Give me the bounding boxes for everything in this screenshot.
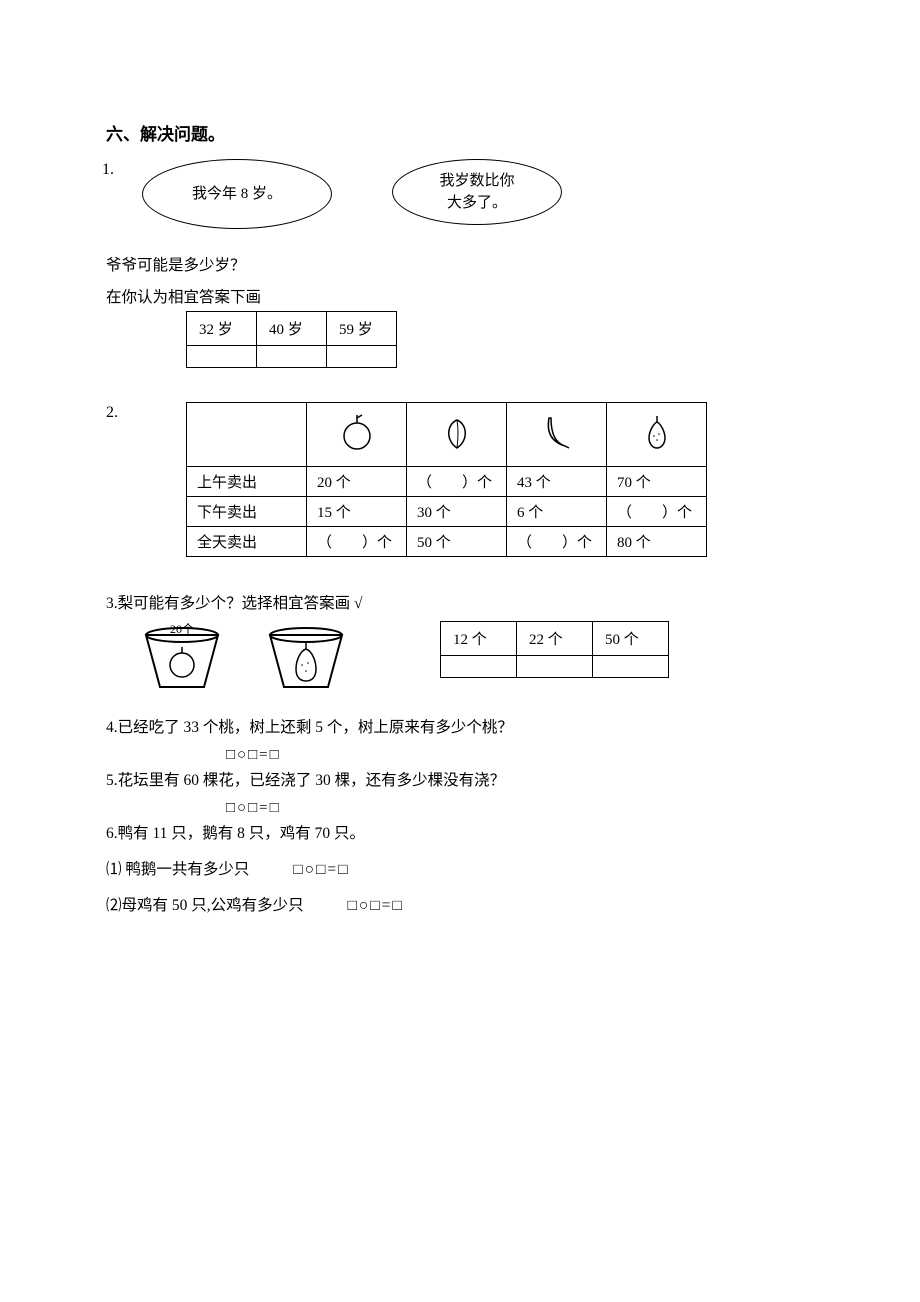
worksheet-page: 六、解决问题。 1. 我今年 8 岁。 我岁数比你 大多了。 爷爷可能是多少岁？… bbox=[0, 0, 920, 915]
banana-icon bbox=[537, 412, 577, 452]
row-afternoon-label: 下午卖出 bbox=[187, 497, 307, 527]
sales-table: 上午卖出 20 个 （ ）个 43 个 70 个 下午卖出 15 个 30 个 … bbox=[186, 402, 707, 557]
q1-prompt-1: 爷爷可能是多少岁？ bbox=[106, 253, 814, 275]
q6-sub2: ⑵母鸡有 50 只,公鸡有多少只 □○□=□ bbox=[106, 893, 814, 915]
q1-option-1: 32 岁 bbox=[187, 312, 257, 346]
bucket-pears-icon bbox=[256, 621, 356, 693]
question-1: 1. 我今年 8 岁。 我岁数比你 大多了。 bbox=[102, 159, 814, 229]
q1-number: 1. bbox=[102, 159, 122, 179]
peach-icon-cell bbox=[407, 403, 507, 467]
sales-header-blank bbox=[187, 403, 307, 467]
q3-blank-3[interactable] bbox=[593, 656, 669, 678]
q3-choice-table: 12 个 22 个 50 个 bbox=[440, 621, 669, 678]
q6-sub1-equation[interactable]: □○□=□ bbox=[293, 861, 349, 879]
banana-icon-cell bbox=[507, 403, 607, 467]
pear-icon bbox=[637, 412, 677, 452]
question-3: 3.梨可能有多少个？选择相宜答案画 √ 20个 12 个 22 个 bbox=[106, 591, 814, 693]
q2-number: 2. bbox=[106, 402, 126, 422]
row-total-label: 全天卖出 bbox=[187, 527, 307, 557]
q1-option-3: 59 岁 bbox=[327, 312, 397, 346]
bubble2-line2: 大多了。 bbox=[447, 195, 507, 211]
q3-option-3: 50 个 bbox=[593, 622, 669, 656]
section-title: 六、解决问题。 bbox=[106, 120, 814, 145]
bucket-label: 20个 bbox=[170, 622, 194, 636]
speech-bubble-child: 我今年 8 岁。 bbox=[142, 159, 332, 229]
pear-icon-cell bbox=[607, 403, 707, 467]
cell-r3c2: 50 个 bbox=[407, 527, 507, 557]
q3-blank-2[interactable] bbox=[517, 656, 593, 678]
q5-equation[interactable]: □○□=□ bbox=[226, 800, 814, 817]
q3-option-1: 12 个 bbox=[441, 622, 517, 656]
q1-blank-2[interactable] bbox=[257, 346, 327, 368]
cell-r3c1[interactable]: （ ）个 bbox=[307, 527, 407, 557]
cell-r2c4[interactable]: （ ）个 bbox=[607, 497, 707, 527]
q1-option-2: 40 岁 bbox=[257, 312, 327, 346]
cell-r2c1: 15 个 bbox=[307, 497, 407, 527]
cell-r3c3[interactable]: （ ）个 bbox=[507, 527, 607, 557]
q6-text: 6.鸭有 11 只，鹅有 8 只，鸡有 70 只。 bbox=[106, 821, 814, 843]
cell-r1c4: 70 个 bbox=[607, 467, 707, 497]
cell-r3c4: 80 个 bbox=[607, 527, 707, 557]
q1-blank-1[interactable] bbox=[187, 346, 257, 368]
question-2: 2. bbox=[106, 402, 814, 557]
q3-blank-1[interactable] bbox=[441, 656, 517, 678]
cell-r1c3: 43 个 bbox=[507, 467, 607, 497]
q6-sub1-text: ⑴ 鸭鹅一共有多少只 bbox=[106, 861, 249, 878]
q1-prompt-2: 在你认为相宜答案下画 bbox=[106, 285, 814, 307]
q6-sub2-text: ⑵母鸡有 50 只,公鸡有多少只 bbox=[106, 897, 304, 914]
q6-sub1: ⑴ 鸭鹅一共有多少只 □○□=□ bbox=[106, 857, 814, 879]
bubble2-line1: 我岁数比你 bbox=[439, 173, 514, 189]
q3-option-2: 22 个 bbox=[517, 622, 593, 656]
cell-r2c2: 30 个 bbox=[407, 497, 507, 527]
speech-bubbles: 我今年 8 岁。 我岁数比你 大多了。 bbox=[142, 159, 562, 229]
apple-icon bbox=[337, 412, 377, 452]
q6-sub2-equation[interactable]: □○□=□ bbox=[348, 897, 404, 915]
q1-blank-3[interactable] bbox=[327, 346, 397, 368]
speech-bubble-grandpa: 我岁数比你 大多了。 bbox=[392, 159, 562, 225]
cell-r1c1: 20 个 bbox=[307, 467, 407, 497]
peach-icon bbox=[437, 412, 477, 452]
q4-text: 4.已经吃了 33 个桃，树上还剩 5 个，树上原来有多少个桃？ bbox=[106, 715, 814, 737]
bucket-apples-icon: 20个 bbox=[132, 621, 232, 693]
q1-answer-table: 32 岁 40 岁 59 岁 bbox=[186, 311, 397, 368]
row-morning-label: 上午卖出 bbox=[187, 467, 307, 497]
cell-r2c3: 6 个 bbox=[507, 497, 607, 527]
q5-text: 5.花坛里有 60 棵花，已经浇了 30 棵，还有多少棵没有浇？ bbox=[106, 768, 814, 790]
cell-r1c2[interactable]: （ ）个 bbox=[407, 467, 507, 497]
apple-icon-cell bbox=[307, 403, 407, 467]
q3-text: 3.梨可能有多少个？选择相宜答案画 √ bbox=[106, 591, 814, 613]
q4-equation[interactable]: □○□=□ bbox=[226, 747, 814, 764]
